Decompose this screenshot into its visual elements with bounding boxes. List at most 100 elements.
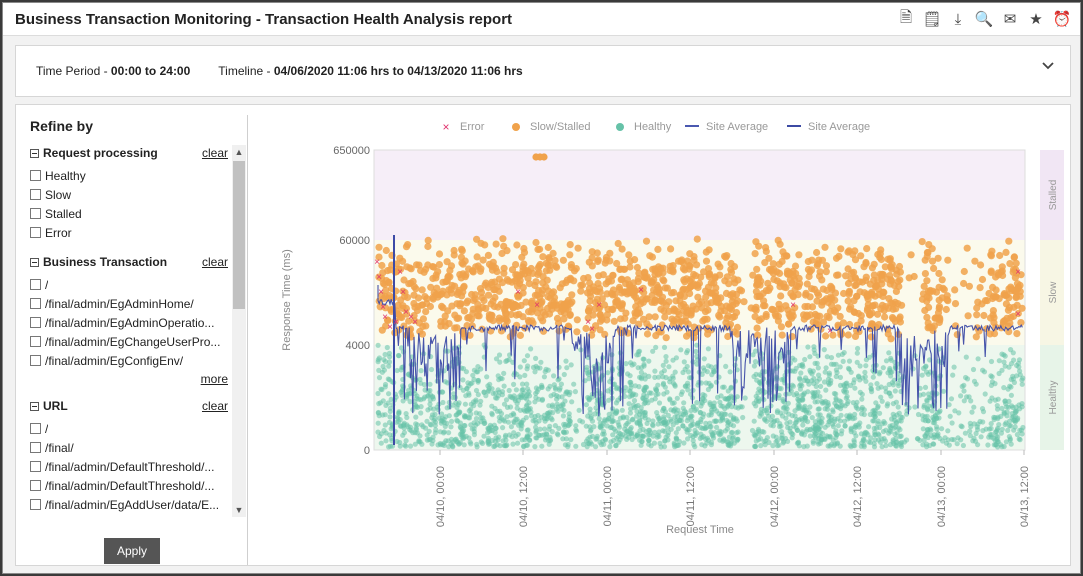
filter-option[interactable]: Error	[30, 223, 228, 242]
collapse-minus-icon[interactable]	[30, 257, 39, 267]
scroll-down-icon[interactable]: ▼	[234, 505, 244, 515]
collapse-minus-icon[interactable]	[30, 148, 39, 158]
healthy-point	[398, 423, 404, 429]
healthy-point	[403, 411, 409, 417]
filter-option[interactable]: /final/	[30, 438, 228, 457]
filter-checkbox[interactable]	[30, 442, 41, 453]
filter-option[interactable]: /final/admin/DefaultThreshold/...	[30, 476, 228, 495]
filter-list[interactable]: Request processing clear Healthy Slow Stalle…	[30, 145, 245, 523]
filter-checkbox[interactable]	[30, 298, 41, 309]
slow-point	[416, 327, 424, 336]
filter-checkbox[interactable]	[30, 189, 41, 200]
csv-report-icon[interactable]: 🗒	[922, 11, 942, 28]
healthy-point	[598, 423, 604, 429]
filter-checkbox[interactable]	[30, 317, 41, 328]
filter-checkbox[interactable]	[30, 461, 41, 472]
filter-option[interactable]: /final/admin/DefaultThreshold/...	[30, 457, 228, 476]
healthy-point	[785, 400, 791, 406]
healthy-point	[717, 399, 723, 405]
favorite-star-icon[interactable]: ★	[1029, 11, 1043, 28]
healthy-point	[1001, 385, 1007, 391]
filter-scrollbar[interactable]: ▲ ▼	[232, 145, 246, 517]
email-icon[interactable]: ✉	[1003, 11, 1017, 28]
more-link[interactable]: more	[200, 372, 228, 386]
filter-option[interactable]: Slow	[30, 185, 228, 204]
slow-point	[661, 313, 669, 321]
healthy-point	[958, 437, 964, 443]
filter-option[interactable]: Healthy	[30, 166, 228, 185]
healthy-point	[403, 438, 409, 444]
healthy-point	[375, 420, 381, 426]
healthy-point	[574, 428, 580, 434]
filter-checkbox[interactable]	[30, 279, 41, 290]
slow-point	[723, 302, 731, 310]
healthy-point	[545, 386, 551, 392]
filter-option[interactable]: /final/admin/EgAdminOperatio...	[30, 313, 228, 332]
clear-link[interactable]: clear	[201, 146, 228, 160]
report-toolbar: 🗎 🗒 ⤓ 🔍 ✉ ★ ⏰	[896, 9, 1072, 29]
healthy-point	[376, 375, 383, 381]
healthy-point	[560, 413, 566, 419]
filter-checkbox[interactable]	[30, 355, 41, 366]
download-report-icon[interactable]: ⤓	[954, 10, 962, 28]
slow-point	[396, 254, 404, 262]
slow-point	[426, 302, 434, 311]
slow-point	[481, 241, 489, 249]
clear-link[interactable]: clear	[201, 255, 228, 269]
band-tag-slow	[1040, 240, 1064, 345]
filter-option-label: /final/admin/EgAdminOperatio...	[45, 315, 215, 330]
clear-link[interactable]: clear	[201, 399, 228, 413]
healthy-point	[920, 417, 926, 423]
x-tick-label: 04/13, 00:00	[936, 466, 948, 527]
healthy-point	[511, 430, 517, 436]
healthy-point	[952, 408, 958, 414]
healthy-point	[971, 404, 977, 410]
scroll-thumb[interactable]	[233, 161, 245, 309]
slow-point	[429, 274, 437, 283]
filter-checkbox[interactable]	[30, 336, 41, 347]
healthy-point	[661, 444, 668, 450]
filter-option[interactable]: /	[30, 275, 228, 294]
healthy-point	[708, 412, 714, 418]
filter-option[interactable]: /final/admin/EgConfigEnv/	[30, 351, 228, 370]
filter-checkbox[interactable]	[30, 499, 41, 510]
filter-option[interactable]: Stalled	[30, 204, 228, 223]
healthy-point	[613, 442, 619, 449]
filter-checkbox[interactable]	[30, 227, 41, 238]
filter-checkbox[interactable]	[30, 480, 41, 491]
healthy-point	[949, 436, 955, 443]
chevron-down-icon[interactable]	[1040, 58, 1056, 74]
healthy-point	[573, 443, 579, 449]
filter-option[interactable]: /final/admin/EgChangeUserPro...	[30, 332, 228, 351]
filter-option[interactable]: /final/admin/EgAdminHome/	[30, 294, 228, 313]
apply-button[interactable]: Apply	[104, 538, 160, 564]
slow-point	[684, 320, 692, 328]
healthy-point	[499, 389, 506, 395]
collapse-minus-icon[interactable]	[30, 401, 39, 411]
healthy-point	[824, 354, 830, 360]
filter-checkbox[interactable]	[30, 208, 41, 219]
error-point: ×	[827, 326, 833, 337]
filter-option[interactable]: /	[30, 419, 228, 438]
preview-report-icon[interactable]: 🔍	[974, 11, 994, 28]
slow-point	[563, 276, 571, 284]
slow-point	[478, 294, 486, 302]
healthy-point	[922, 364, 929, 370]
filter-checkbox[interactable]	[30, 170, 41, 181]
pdf-report-icon[interactable]: 🗎	[899, 8, 913, 26]
healthy-point	[823, 387, 829, 393]
slow-point	[733, 330, 741, 338]
slow-point	[679, 265, 687, 273]
healthy-point	[635, 365, 641, 371]
healthy-point	[444, 405, 450, 411]
healthy-point	[809, 415, 815, 421]
filter-option[interactable]: /final/admin/EgAddUser/data/E...	[30, 495, 228, 514]
alarm-clock-icon[interactable]: ⏰	[1052, 11, 1072, 28]
slow-point	[405, 317, 413, 325]
healthy-point	[497, 443, 503, 449]
filter-checkbox[interactable]	[30, 423, 41, 434]
scroll-up-icon[interactable]: ▲	[234, 147, 244, 157]
healthy-point	[681, 400, 687, 406]
filter-option-label: /final/admin/EgAdminHome/	[45, 296, 194, 311]
healthy-point	[934, 424, 940, 430]
